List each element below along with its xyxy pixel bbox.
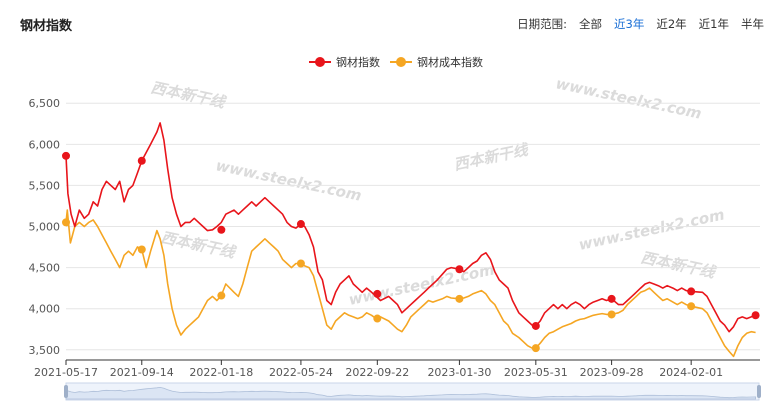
x-tick-label: 2022-09-22 xyxy=(345,366,409,379)
grid xyxy=(66,102,760,351)
x-tick-label: 2024-02-01 xyxy=(659,366,723,379)
series-layer xyxy=(62,122,760,358)
range-option-2y[interactable]: 近2年 xyxy=(656,17,687,31)
date-range-selector: 日期范围: 全部 近3年 近2年 近1年 半年 xyxy=(517,16,764,32)
watermark-brand: 西本新干线 xyxy=(149,78,228,112)
legend-label-steel-index: 钢材指数 xyxy=(336,55,380,69)
x-axis: 2021-05-17 2021-09-14 2022-01-18 2022-05-24… xyxy=(34,359,760,379)
data-point-cost-index[interactable] xyxy=(455,294,464,303)
x-tick-label: 2022-05-24 xyxy=(269,366,333,379)
y-tick-label: 6,500 xyxy=(29,97,61,110)
legend: 钢材指数 钢材成本指数 xyxy=(309,55,483,69)
data-point-steel-index[interactable] xyxy=(373,289,382,298)
series-line-steel-index xyxy=(65,122,756,333)
y-axis: 3,500 4,000 4,500 5,000 5,500 6,000 6,500 xyxy=(29,97,61,357)
y-tick-label: 6,000 xyxy=(29,138,61,151)
range-option-3y[interactable]: 近3年 xyxy=(614,17,645,31)
watermark-brand: 西本新干线 xyxy=(452,140,531,174)
x-tick-label: 2021-09-14 xyxy=(110,366,174,379)
watermark-url: www.steelx2.com xyxy=(554,74,703,122)
data-point-cost-index[interactable] xyxy=(687,302,696,311)
data-point-steel-index[interactable] xyxy=(62,151,70,160)
x-tick-label: 2021-05-17 xyxy=(34,366,98,379)
watermark-layer: 西本新干线 www.steelx2.com 西本新干线 www.steelx2.… xyxy=(149,74,726,309)
y-tick-label: 4,000 xyxy=(29,303,61,316)
watermark-brand: 西本新干线 xyxy=(159,228,238,262)
data-point-steel-index[interactable] xyxy=(687,287,696,296)
y-tick-label: 5,500 xyxy=(29,179,61,192)
x-tick-label: 2023-05-31 xyxy=(504,366,568,379)
data-point-cost-index[interactable] xyxy=(607,310,616,319)
x-tick-label: 2023-09-28 xyxy=(580,366,644,379)
data-point-cost-index[interactable] xyxy=(62,218,70,227)
zoom-slider-preview xyxy=(65,386,756,400)
x-tick-label: 2022-01-18 xyxy=(189,366,253,379)
legend-marker-cost-index xyxy=(396,57,406,67)
data-point-steel-index[interactable] xyxy=(531,321,540,330)
range-option-1y[interactable]: 近1年 xyxy=(698,17,729,31)
legend-marker-steel-index xyxy=(315,57,325,67)
zoom-slider[interactable] xyxy=(64,382,761,401)
data-point-steel-index[interactable] xyxy=(751,311,760,320)
zoom-slider-right-handle[interactable] xyxy=(757,385,761,398)
legend-item-cost-index[interactable]: 钢材成本指数 xyxy=(390,55,483,69)
data-point-cost-index[interactable] xyxy=(531,344,540,353)
data-point-cost-index[interactable] xyxy=(296,259,305,268)
legend-item-steel-index[interactable]: 钢材指数 xyxy=(309,55,380,69)
y-tick-label: 3,500 xyxy=(29,344,61,357)
data-point-steel-index[interactable] xyxy=(137,156,146,165)
data-point-cost-index[interactable] xyxy=(373,314,382,323)
range-option-6m[interactable]: 半年 xyxy=(741,17,764,31)
zoom-slider-left-handle[interactable] xyxy=(64,385,68,398)
range-option-all[interactable]: 全部 xyxy=(579,17,603,31)
y-tick-label: 5,000 xyxy=(29,221,61,234)
date-range-label: 日期范围: xyxy=(517,17,568,31)
data-point-steel-index[interactable] xyxy=(607,294,616,303)
y-tick-label: 4,500 xyxy=(29,262,61,275)
x-tick-label: 2023-01-30 xyxy=(427,366,491,379)
legend-label-cost-index: 钢材成本指数 xyxy=(417,55,483,69)
data-point-cost-index[interactable] xyxy=(137,245,146,254)
series-line-cost-index xyxy=(65,209,756,358)
data-point-cost-index[interactable] xyxy=(217,291,226,300)
watermark-url: www.steelx2.com xyxy=(577,205,726,253)
chart-title: 钢材指数 xyxy=(20,19,73,34)
data-point-steel-index[interactable] xyxy=(455,265,464,274)
watermark-url: www.steelx2.com xyxy=(214,156,363,204)
data-point-steel-index[interactable] xyxy=(296,220,305,229)
watermark-brand: 西本新干线 xyxy=(639,248,718,282)
data-point-steel-index[interactable] xyxy=(217,225,226,234)
